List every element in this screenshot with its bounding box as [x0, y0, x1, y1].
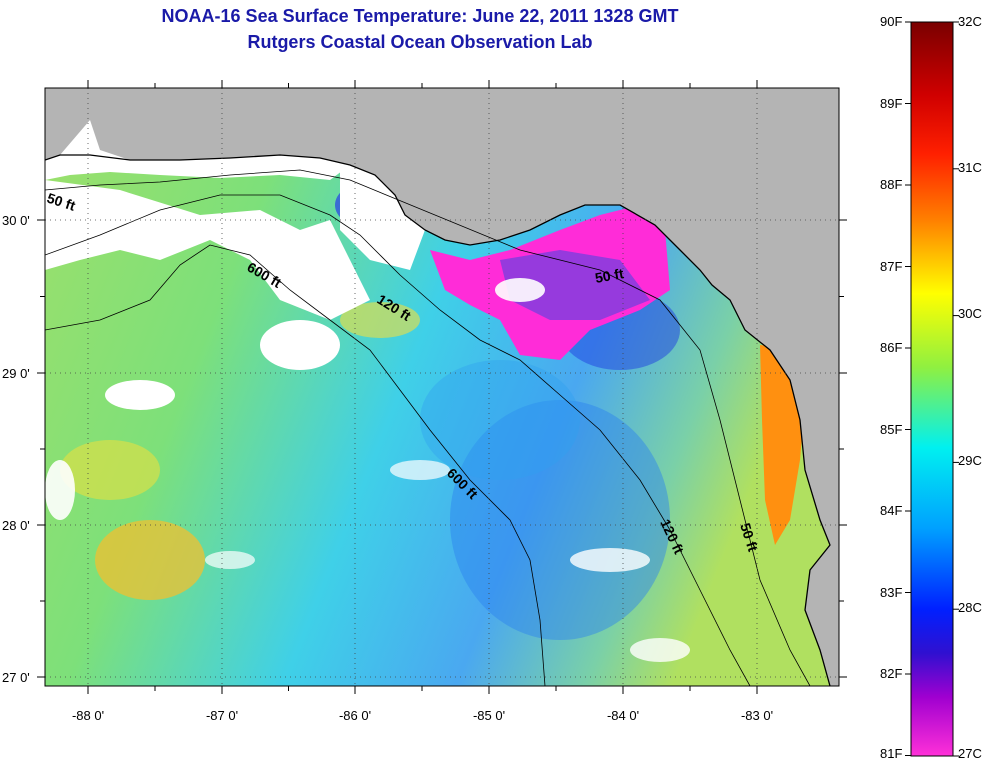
contour-600ft: [45, 244, 546, 686]
cloud-over-land: [45, 120, 350, 180]
cloud-cover: [390, 460, 450, 480]
cloud-cover: [45, 460, 75, 520]
warm-patch: [60, 440, 160, 500]
cool-patch: [420, 360, 580, 480]
colorbar-f-label: 82F: [880, 666, 903, 681]
colorbar-f-label: 87F: [880, 259, 903, 274]
map-subtitle: Rutgers Coastal Ocean Observation Lab: [247, 32, 593, 52]
map-title: NOAA-16 Sea Surface Temperature: June 22…: [161, 6, 679, 26]
colorbar-ticks: [905, 21, 959, 757]
cloud-cover: [45, 180, 370, 320]
cold-patch: [500, 250, 650, 320]
x-tick-label: -88 0': [72, 708, 104, 723]
contour-label: 50 ft: [594, 265, 625, 286]
cloud-cover: [630, 638, 690, 662]
axis-ticks: [37, 80, 847, 694]
colorbar-f-label: 88F: [880, 177, 903, 192]
y-tick-label: 30 0': [2, 213, 30, 228]
x-tick-label: -85 0': [473, 708, 505, 723]
colorbar-c-label: 31C: [958, 160, 982, 175]
colorbar-f-label: 81F: [880, 746, 903, 761]
colorbar-f-label: 89F: [880, 96, 903, 111]
x-axis: -88 0' -87 0' -86 0' -85 0' -84 0' -83 0…: [72, 708, 773, 723]
warm-patch: [340, 302, 420, 338]
y-axis: 30 0' 29 0' 28 0' 27 0': [2, 213, 30, 685]
cloud-cover: [260, 320, 340, 370]
contour-120ft: [45, 194, 751, 686]
cloud-cover: [105, 380, 175, 410]
x-tick-label: -86 0': [339, 708, 371, 723]
colorbar-c-label: 27C: [958, 746, 982, 761]
y-tick-label: 28 0': [2, 518, 30, 533]
colorbar-c-label: 30C: [958, 306, 982, 321]
x-tick-label: -83 0': [741, 708, 773, 723]
contour-50ft: [45, 169, 811, 686]
warm-patch: [95, 520, 205, 600]
y-tick-label: 29 0': [2, 366, 30, 381]
colorbar-f-label: 90F: [880, 14, 903, 29]
cloud-cover: [205, 551, 255, 569]
colorbar: [910, 21, 954, 757]
cool-patch: [450, 400, 670, 640]
colorbar-f-label: 86F: [880, 340, 903, 355]
map-area: [45, 88, 839, 686]
colorbar-c-label: 29C: [958, 453, 982, 468]
x-tick-label: -84 0': [607, 708, 639, 723]
land-mass: [45, 88, 839, 686]
map-frame: [44, 87, 840, 687]
colorbar-f-label: 84F: [880, 503, 903, 518]
x-tick-label: -87 0': [206, 708, 238, 723]
cloud-cover: [570, 548, 650, 572]
colorbar-f-label: 83F: [880, 585, 903, 600]
colorbar-c-label: 32C: [958, 14, 982, 29]
colorbar-c-label: 28C: [958, 600, 982, 615]
colorbar-f-label: 85F: [880, 422, 903, 437]
cloud-cover: [495, 278, 545, 302]
coastline: [45, 154, 831, 686]
y-tick-label: 27 0': [2, 670, 30, 685]
